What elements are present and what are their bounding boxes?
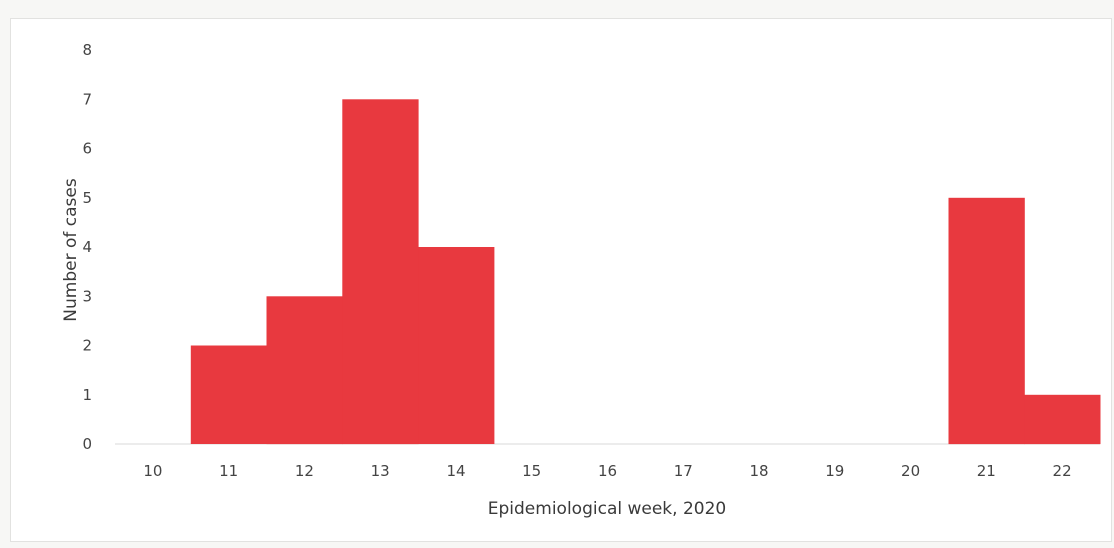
y-tick-label: 2 (82, 337, 92, 355)
y-tick-label: 6 (82, 140, 92, 158)
x-tick-label: 18 (749, 462, 768, 480)
x-tick-label: 13 (371, 462, 390, 480)
y-axis-title: Number of cases (61, 178, 81, 322)
x-tick-label: 22 (1053, 462, 1072, 480)
x-tick-label: 11 (219, 462, 238, 480)
y-tick-label: 1 (82, 386, 92, 404)
bar-week-14 (418, 247, 495, 444)
y-tick-label: 7 (82, 90, 92, 108)
x-tick-label: 10 (143, 462, 162, 480)
x-tick-label: 20 (901, 462, 920, 480)
bar-week-21 (948, 197, 1025, 445)
y-tick-label: 3 (82, 287, 92, 305)
y-tick-labels: 0 1 2 3 4 5 6 7 8 (82, 41, 92, 453)
x-axis-title: Epidemiological week, 2020 (488, 499, 726, 519)
bar-week-11 (190, 345, 268, 444)
bar-week-12 (266, 296, 343, 445)
x-tick-label: 17 (674, 462, 693, 480)
y-tick-label: 5 (82, 189, 92, 207)
y-tick-label: 4 (82, 238, 92, 256)
x-tick-label: 12 (295, 462, 314, 480)
x-tick-label: 16 (598, 462, 617, 480)
y-tick-label: 8 (82, 41, 92, 59)
x-tick-labels: 10 11 12 13 14 15 16 17 18 19 20 21 22 (143, 462, 1071, 480)
chart-frame (10, 18, 1112, 542)
x-tick-label: 15 (522, 462, 541, 480)
x-tick-label: 14 (446, 462, 465, 480)
y-tick-label: 0 (82, 435, 92, 453)
x-tick-label: 19 (825, 462, 844, 480)
bars-group (115, 99, 1101, 445)
x-tick-label: 21 (977, 462, 996, 480)
bar-week-22 (1024, 394, 1101, 445)
bar-week-13 (342, 99, 419, 445)
